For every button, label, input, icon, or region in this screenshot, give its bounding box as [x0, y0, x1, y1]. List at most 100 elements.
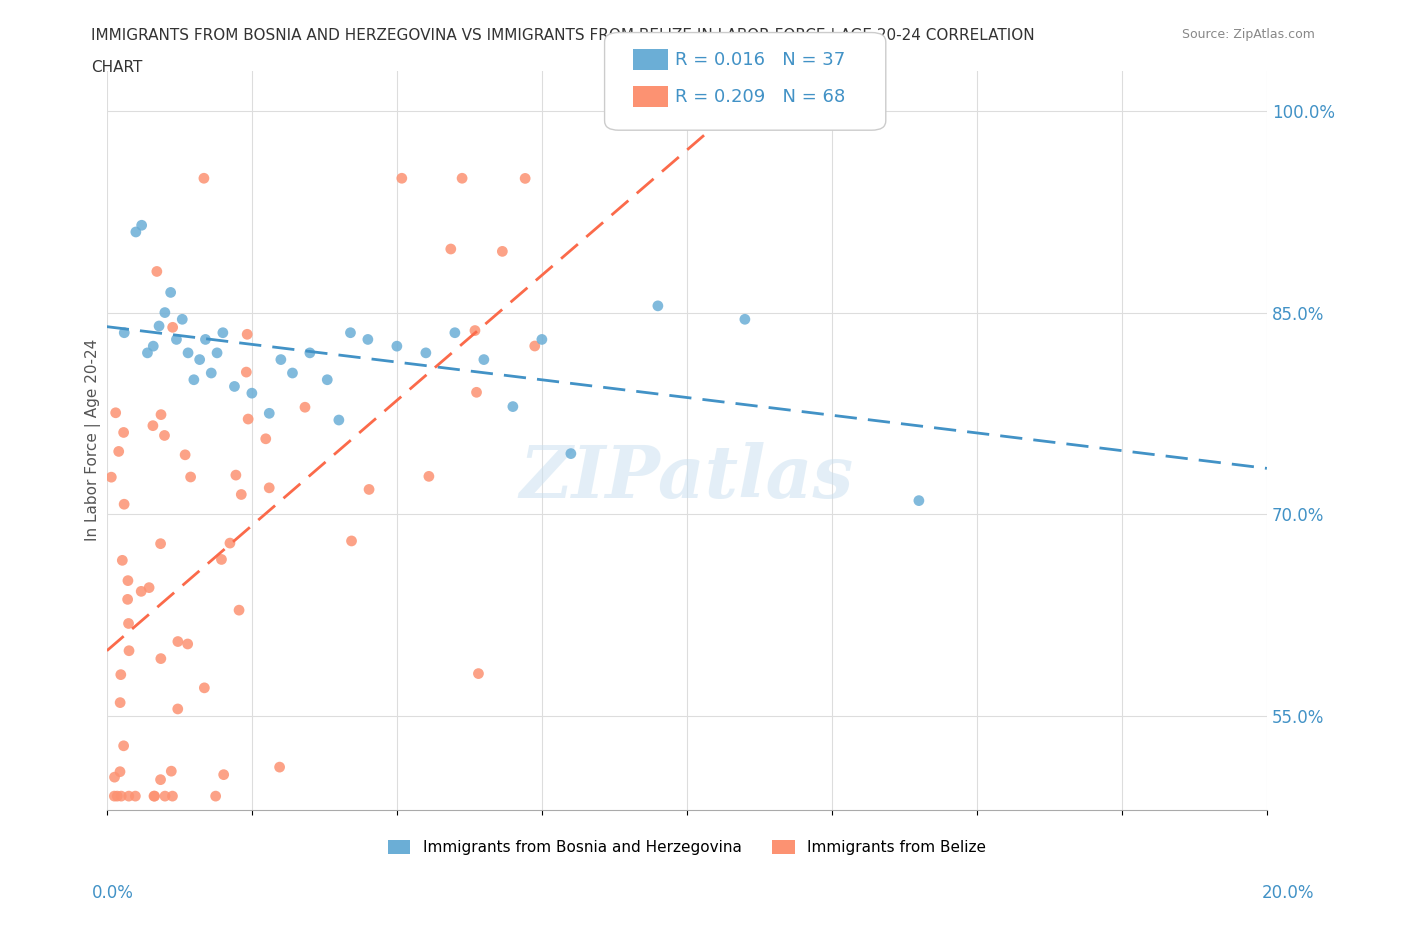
Point — [100, 470, 122, 485]
Point — [212, 326, 235, 340]
Point — [231, 487, 253, 502]
Point — [124, 789, 146, 804]
Point — [105, 789, 128, 804]
Point — [153, 789, 176, 804]
Point — [515, 171, 537, 186]
Point — [103, 770, 125, 785]
Point — [142, 418, 165, 433]
Point — [440, 242, 463, 257]
Text: 0.0%: 0.0% — [91, 884, 134, 902]
Point — [418, 469, 440, 484]
Point — [136, 345, 159, 360]
Point — [117, 616, 139, 631]
Point — [108, 695, 131, 710]
Point — [153, 428, 176, 443]
Legend: Immigrants from Bosnia and Herzegovina, Immigrants from Belize: Immigrants from Bosnia and Herzegovina, … — [381, 833, 993, 861]
Point — [236, 412, 259, 427]
Point — [467, 666, 489, 681]
Point — [162, 789, 184, 804]
Point — [160, 764, 183, 778]
Point — [464, 323, 486, 338]
Point — [112, 425, 135, 440]
Point — [118, 789, 141, 804]
Point — [316, 372, 339, 387]
Text: R = 0.016   N = 37: R = 0.016 N = 37 — [675, 51, 845, 70]
Point — [269, 760, 291, 775]
Point — [357, 482, 380, 497]
Point — [166, 332, 188, 347]
Text: IMMIGRANTS FROM BOSNIA AND HERZEGOVINA VS IMMIGRANTS FROM BELIZE IN LABOR FORCE : IMMIGRANTS FROM BOSNIA AND HERZEGOVINA V… — [91, 28, 1035, 44]
Point — [149, 537, 172, 551]
Text: 20.0%: 20.0% — [1263, 884, 1315, 902]
Point — [734, 312, 756, 326]
Point — [339, 326, 361, 340]
Point — [294, 400, 316, 415]
Point — [491, 244, 513, 259]
Text: R = 0.209   N = 68: R = 0.209 N = 68 — [675, 87, 845, 106]
Point — [235, 365, 257, 379]
Point — [523, 339, 546, 353]
Point — [131, 218, 153, 232]
Point — [177, 345, 200, 360]
Point — [259, 405, 281, 420]
Point — [328, 413, 350, 428]
Point — [104, 405, 127, 420]
Point — [117, 591, 139, 606]
Point — [298, 345, 321, 360]
Point — [647, 299, 669, 313]
Point — [143, 789, 166, 804]
Point — [357, 332, 380, 347]
Point — [172, 312, 194, 326]
Point — [118, 644, 141, 658]
Text: CHART: CHART — [91, 60, 143, 75]
Point — [205, 345, 228, 360]
Point — [150, 407, 173, 422]
Point — [472, 352, 495, 367]
Point — [112, 497, 135, 512]
Point — [176, 636, 198, 651]
Point — [107, 444, 129, 458]
Point — [125, 224, 148, 239]
Point — [560, 446, 582, 461]
Point — [502, 399, 524, 414]
Point — [108, 764, 131, 779]
Point — [146, 264, 169, 279]
Point — [138, 580, 160, 595]
Point — [340, 534, 363, 549]
Point — [270, 352, 292, 367]
Point — [391, 171, 413, 186]
Point — [129, 584, 152, 599]
Point — [159, 285, 181, 299]
Point — [188, 352, 211, 367]
Point — [166, 701, 188, 716]
Point — [110, 667, 132, 682]
Point — [530, 332, 553, 347]
Point — [254, 432, 277, 446]
Point — [183, 372, 205, 387]
Point — [228, 603, 250, 618]
Point — [257, 481, 280, 496]
Point — [143, 789, 166, 804]
Point — [142, 339, 165, 353]
Point — [103, 789, 125, 804]
Point — [200, 365, 222, 380]
Point — [193, 171, 215, 186]
Point — [194, 332, 217, 347]
Point — [444, 326, 467, 340]
Point — [162, 320, 184, 335]
Point — [236, 326, 259, 341]
Point — [149, 651, 172, 666]
Point — [465, 385, 488, 400]
Text: Source: ZipAtlas.com: Source: ZipAtlas.com — [1181, 28, 1315, 41]
Point — [219, 536, 242, 551]
Text: ZIPatlas: ZIPatlas — [520, 442, 853, 512]
Point — [112, 326, 135, 340]
Point — [225, 468, 247, 483]
Point — [204, 789, 226, 804]
Point — [451, 171, 474, 186]
Point — [117, 573, 139, 588]
Point — [212, 767, 235, 782]
Point — [281, 365, 304, 380]
Point — [149, 772, 172, 787]
Y-axis label: In Labor Force | Age 20-24: In Labor Force | Age 20-24 — [86, 339, 101, 541]
